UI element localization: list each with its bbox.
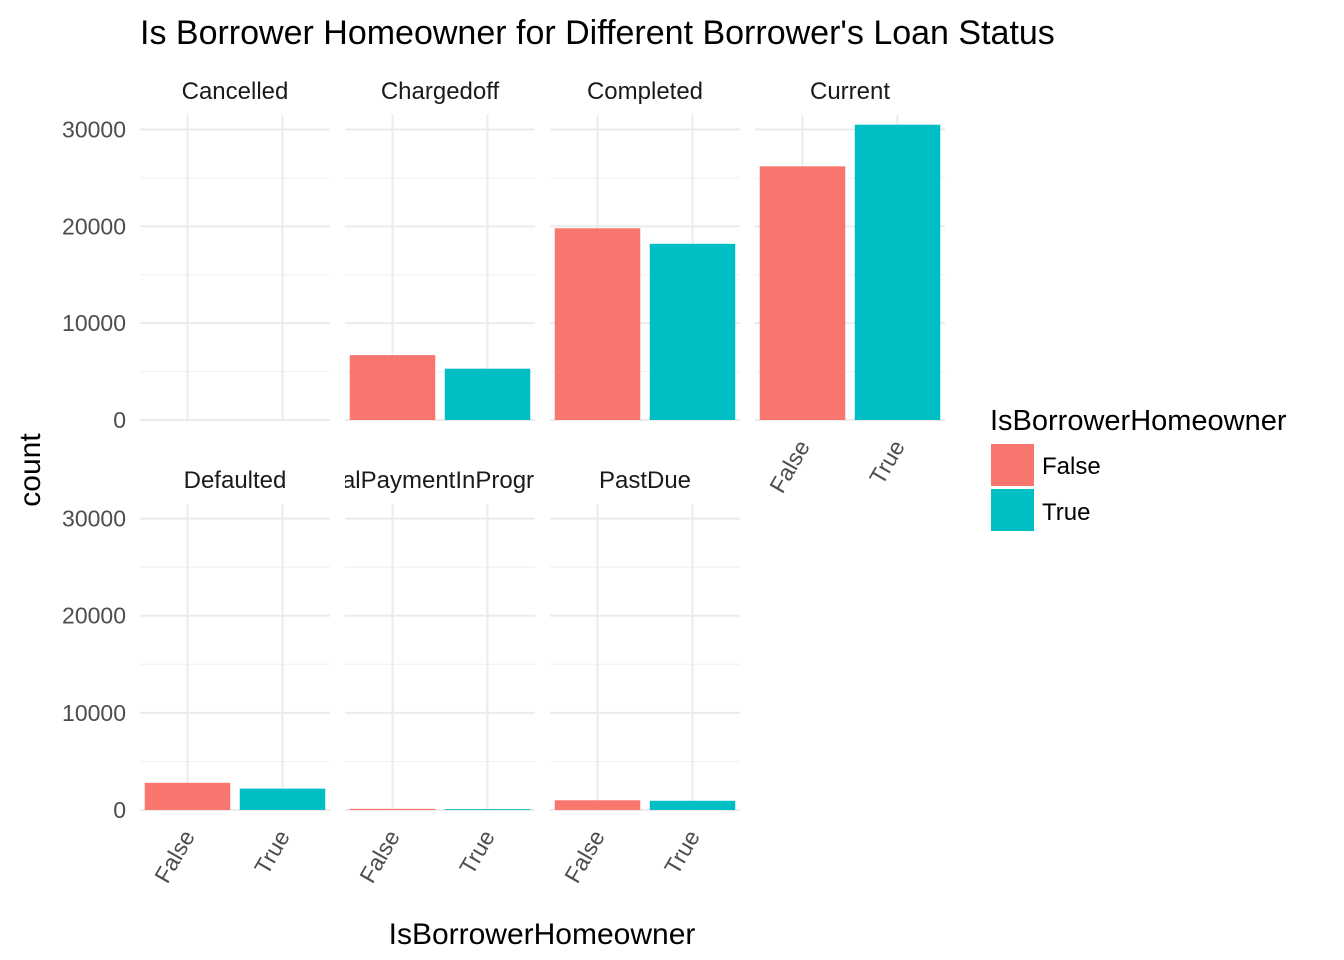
facet-completed: Completed	[550, 78, 740, 421]
strip-label-chargedoff: Chargedoff	[381, 78, 500, 105]
chart-title: Is Borrower Homeowner for Different Borr…	[140, 14, 1055, 52]
bar-chargedoff-true	[444, 368, 531, 420]
bar-completed-true	[649, 243, 736, 420]
bar-current-true	[854, 124, 941, 420]
strip-label-current: Current	[810, 78, 890, 105]
legend: IsBorrowerHomeowner False True	[990, 405, 1287, 531]
bar-chargedoff-false	[349, 355, 436, 420]
bar-defaulted-false	[144, 782, 231, 810]
y-tick-label: 30000	[62, 506, 126, 532]
strip-label-pastdue: PastDue	[599, 467, 691, 494]
y-axis-title: count	[14, 433, 47, 507]
y-tick-label: 10000	[62, 700, 126, 726]
y-tick-label: 0	[113, 797, 126, 823]
y-tick-label: 30000	[62, 117, 126, 143]
legend-key-true	[991, 489, 1034, 531]
strip-label-completed: Completed	[587, 78, 703, 105]
bar-pastdue-true	[649, 800, 736, 810]
x-axis-title: IsBorrowerHomeowner	[389, 918, 696, 951]
strip-label-defaulted: Defaulted	[184, 467, 287, 494]
facet-chargedoff: Chargedoff	[345, 78, 535, 421]
y-tick-label: 10000	[62, 310, 126, 336]
strip-label-finalpaymentinprogress: FinalPaymentInProgress	[309, 467, 572, 494]
y-tick-label: 0	[113, 407, 126, 433]
legend-label-false: False	[1042, 453, 1101, 480]
bar-defaulted-true	[239, 788, 326, 810]
bar-finalpaymentinprogress-true	[444, 809, 531, 810]
facet-cancelled: Cancelled 0 10000 20000 30000	[62, 78, 330, 433]
y-tick-label: 20000	[62, 603, 126, 629]
legend-title: IsBorrowerHomeowner	[990, 405, 1287, 437]
bar-pastdue-false	[554, 800, 641, 810]
legend-key-false	[991, 444, 1034, 486]
bar-completed-false	[554, 228, 641, 420]
legend-label-true: True	[1042, 499, 1090, 526]
strip-label-cancelled: Cancelled	[182, 78, 289, 105]
bar-current-false	[759, 166, 846, 420]
bar-finalpaymentinprogress-false	[349, 808, 436, 810]
y-tick-label: 20000	[62, 213, 126, 239]
